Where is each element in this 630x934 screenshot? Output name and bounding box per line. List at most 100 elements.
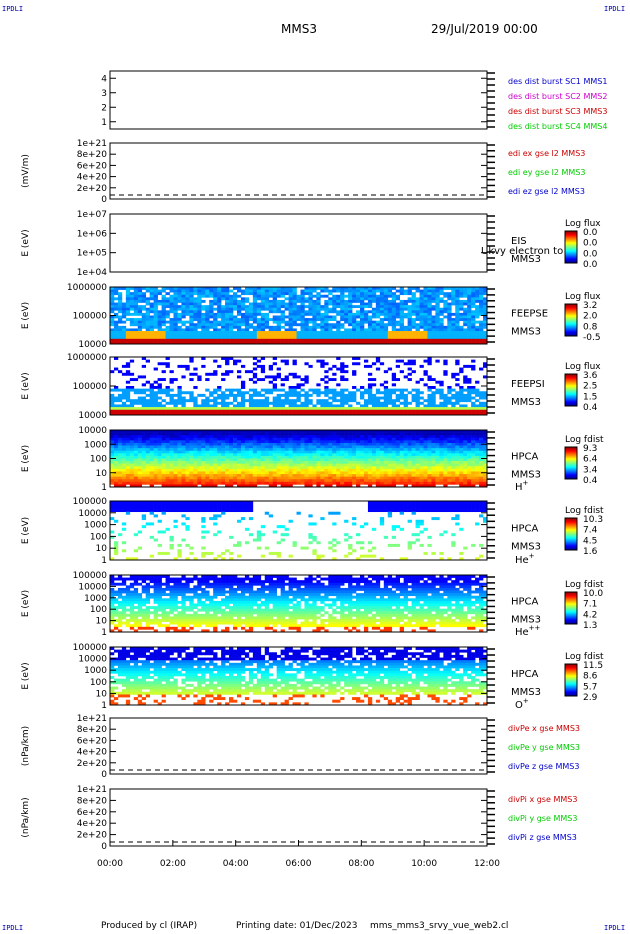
heatmap-cell xyxy=(248,474,254,477)
heatmap-cell xyxy=(304,476,309,480)
heatmap-cell xyxy=(479,302,484,306)
heatmap-cell xyxy=(165,450,170,454)
heatmap-cell xyxy=(447,407,452,411)
heatmap-cell xyxy=(125,336,131,340)
heatmap-cell xyxy=(439,481,444,485)
heatmap-cell xyxy=(225,287,230,290)
heatmap-cell xyxy=(125,338,131,342)
heatmap-cell xyxy=(324,430,329,433)
heatmap-cell xyxy=(328,333,333,337)
heatmap-cell xyxy=(288,432,293,436)
heatmap-cell xyxy=(360,463,365,467)
heatmap-cell xyxy=(383,471,389,475)
heatmap-cell xyxy=(292,458,297,462)
heatmap-cell xyxy=(240,292,246,296)
heatmap-cell xyxy=(439,287,444,290)
heatmap-cell xyxy=(336,299,341,303)
heatmap-cell xyxy=(324,479,329,483)
heatmap-cell xyxy=(189,455,194,459)
heatmap-cell xyxy=(125,310,131,314)
heatmap-cell xyxy=(292,466,297,470)
heatmap-cell xyxy=(308,458,313,462)
heatmap-cell xyxy=(403,463,408,467)
heatmap-cell xyxy=(173,450,178,454)
heatmap-cell xyxy=(260,287,266,290)
heatmap-cell xyxy=(312,461,317,464)
heatmap-cell xyxy=(288,407,293,411)
heatmap-cell xyxy=(113,396,119,400)
heatmap-cell xyxy=(149,315,154,319)
heatmap-cell xyxy=(479,409,484,413)
heatmap-cell xyxy=(165,333,170,337)
heatmap-cell xyxy=(137,435,143,439)
heatmap-cell xyxy=(292,372,297,376)
heatmap-cell xyxy=(110,287,115,290)
heatmap-cell xyxy=(288,476,293,480)
heatmap-cell xyxy=(363,399,369,403)
heatmap-cell xyxy=(213,476,218,480)
heatmap-cell xyxy=(455,430,460,433)
heatmap-cell xyxy=(431,391,436,395)
heatmap-cell xyxy=(391,299,397,303)
heatmap-cell xyxy=(221,336,226,340)
heatmap-cell xyxy=(252,440,258,444)
heatmap-cell xyxy=(403,432,408,436)
heatmap-cell xyxy=(336,409,341,413)
heatmap-cell xyxy=(467,294,472,298)
heatmap-cell xyxy=(149,302,154,306)
heatmap-cell xyxy=(169,409,174,413)
heatmap-cell xyxy=(344,333,349,337)
heatmap-cell xyxy=(121,396,127,400)
heatmap-cell xyxy=(236,287,242,290)
heatmap-cell xyxy=(463,412,468,416)
heatmap-cell xyxy=(189,391,194,395)
heatmap-cell xyxy=(352,362,357,366)
heatmap-cell xyxy=(288,463,293,467)
heatmap-cell xyxy=(475,287,480,290)
heatmap-cell xyxy=(125,287,131,290)
heatmap-cell xyxy=(332,399,337,403)
heatmap-cell xyxy=(141,318,147,321)
heatmap-cell xyxy=(411,338,416,342)
heatmap-cell xyxy=(233,299,238,303)
heatmap-cell xyxy=(431,315,436,319)
corner-label-br: IPDLI xyxy=(604,924,626,932)
heatmap-cell xyxy=(233,287,238,290)
heatmap-cell xyxy=(205,325,210,329)
heatmap-cell xyxy=(121,476,127,480)
heatmap-cell xyxy=(399,359,404,363)
y-tick-label: 2 xyxy=(101,103,107,113)
heatmap-cell xyxy=(248,388,254,392)
colorbar-tick: -0.5 xyxy=(583,333,601,343)
heatmap-cell xyxy=(463,479,468,483)
y-tick-label: 4 xyxy=(101,74,107,84)
heatmap-cell xyxy=(471,289,476,293)
heatmap-cell xyxy=(475,294,480,298)
heatmap-cell xyxy=(181,307,186,311)
heatmap-cell xyxy=(439,396,444,400)
heatmap-cell xyxy=(375,484,381,488)
heatmap-cell xyxy=(415,461,420,464)
heatmap-cell xyxy=(356,287,361,290)
heatmap-cell xyxy=(328,401,333,405)
heatmap-cell xyxy=(284,458,289,462)
heatmap-cell xyxy=(173,338,178,342)
heatmap-cell xyxy=(229,461,234,464)
heatmap-cell xyxy=(419,297,424,301)
heatmap-cell xyxy=(447,388,452,392)
heatmap-cell xyxy=(205,432,210,436)
heatmap-cell xyxy=(252,357,258,360)
heatmap-cell xyxy=(252,292,258,296)
heatmap-cell xyxy=(288,399,293,403)
heatmap-cell xyxy=(435,325,440,329)
heatmap-cell xyxy=(153,471,158,475)
heatmap-cell xyxy=(399,388,404,392)
heatmap-cell xyxy=(352,294,357,298)
heatmap-cell xyxy=(149,320,154,324)
heatmap-cell xyxy=(276,305,281,309)
y-tick-label: 1000000 xyxy=(67,353,107,363)
heatmap-cell xyxy=(173,336,178,340)
heatmap-cell xyxy=(375,312,381,316)
heatmap-cell xyxy=(399,471,404,475)
heatmap-cell xyxy=(121,455,127,459)
